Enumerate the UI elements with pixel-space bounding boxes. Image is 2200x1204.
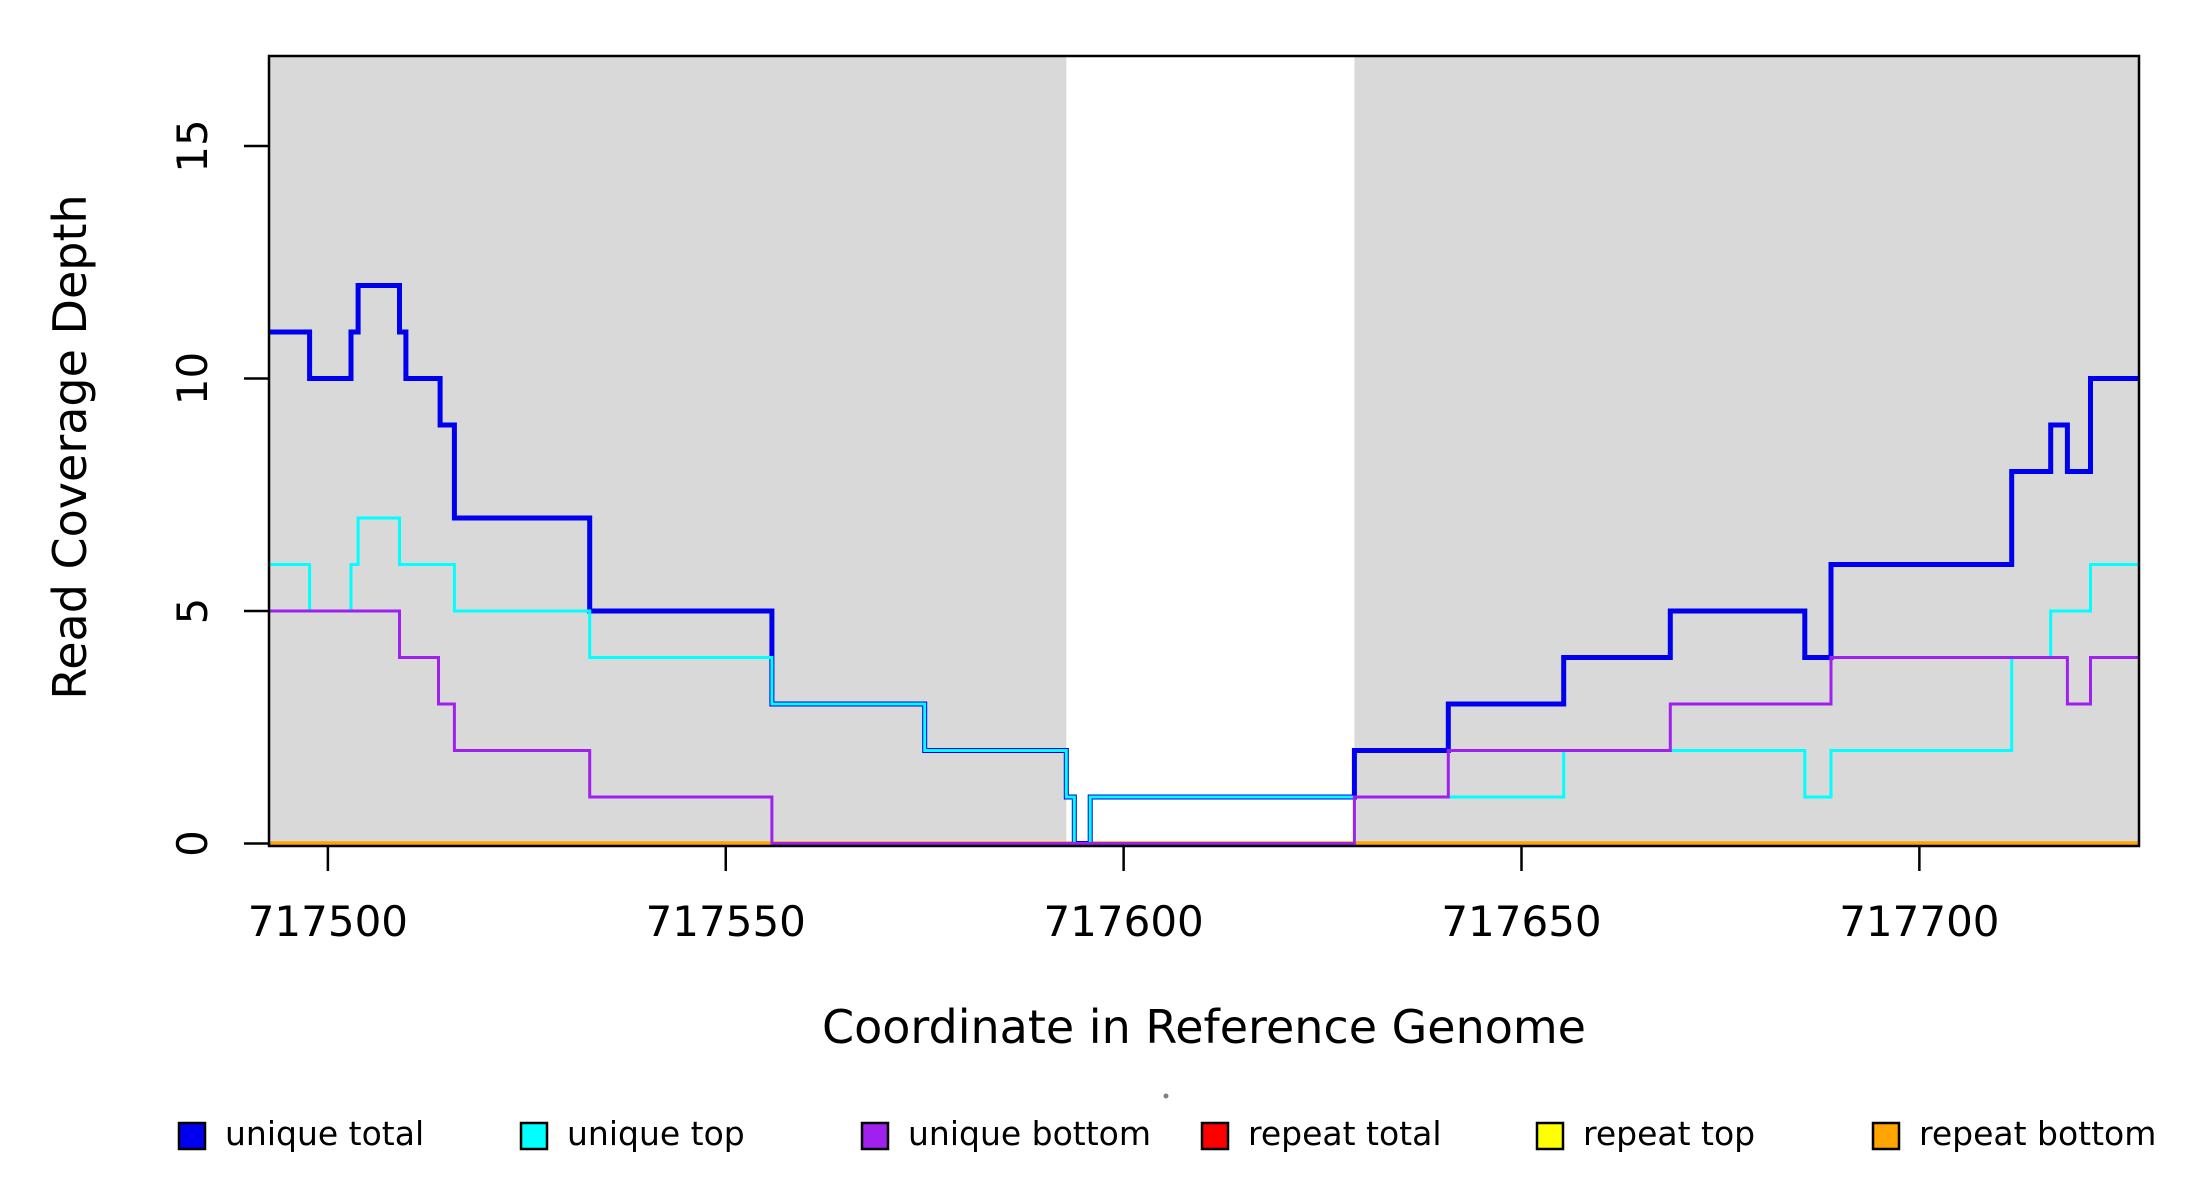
legend-item-unique-total: unique total: [177, 1114, 424, 1153]
legend-swatch-icon: [1535, 1121, 1565, 1151]
legend-label: unique bottom: [908, 1114, 1151, 1153]
legend-swatch-icon: [860, 1121, 890, 1151]
legend-label: repeat top: [1583, 1114, 1755, 1153]
legend-item-repeat-total: repeat total: [1200, 1114, 1442, 1153]
legend-item-repeat-top: repeat top: [1535, 1114, 1755, 1153]
legend-swatch-icon: [1871, 1121, 1901, 1151]
legend-label: unique top: [567, 1114, 745, 1153]
legend-item-repeat-bottom: repeat bottom: [1871, 1114, 2156, 1153]
x-axis-title: Coordinate in Reference Genome: [822, 1000, 1586, 1054]
legend-label: repeat bottom: [1919, 1114, 2156, 1153]
legend-item-unique-bottom: unique bottom: [860, 1114, 1151, 1153]
x-axis-tick-label: 717500: [248, 897, 408, 946]
y-axis-tick-label: 15: [168, 119, 217, 172]
y-axis-tick-label: 10: [168, 352, 217, 405]
y-axis-tick-label: 0: [168, 830, 217, 857]
stray-dot-artifact: [1163, 1093, 1169, 1099]
legend-swatch-icon: [519, 1121, 549, 1151]
y-axis-tick-label: 5: [168, 598, 217, 625]
x-axis-tick-label: 717600: [1043, 897, 1203, 946]
mapped-region-shading-0: [269, 57, 1067, 845]
legend-swatch-icon: [177, 1121, 207, 1151]
series-line-unique-bottom: [269, 609, 2139, 845]
legend: unique total unique top unique bottom repea…: [177, 1114, 2156, 1153]
series-group: [269, 283, 2139, 846]
y-axis-title: Read Coverage Depth: [43, 194, 97, 699]
plot-frame: [267, 54, 2141, 848]
x-axis-tick-label: 717550: [646, 897, 806, 946]
legend-label: unique total: [225, 1114, 424, 1153]
x-axis-tick-label: 717650: [1441, 897, 1601, 946]
legend-label: repeat total: [1248, 1114, 1442, 1153]
legend-swatch-icon: [1200, 1121, 1230, 1151]
x-axis-tick-label: 717700: [1839, 897, 1999, 946]
legend-item-unique-top: unique top: [519, 1114, 745, 1153]
mapped-region-shading-1: [1354, 57, 2139, 845]
series-line-unique-top: [269, 516, 2139, 845]
